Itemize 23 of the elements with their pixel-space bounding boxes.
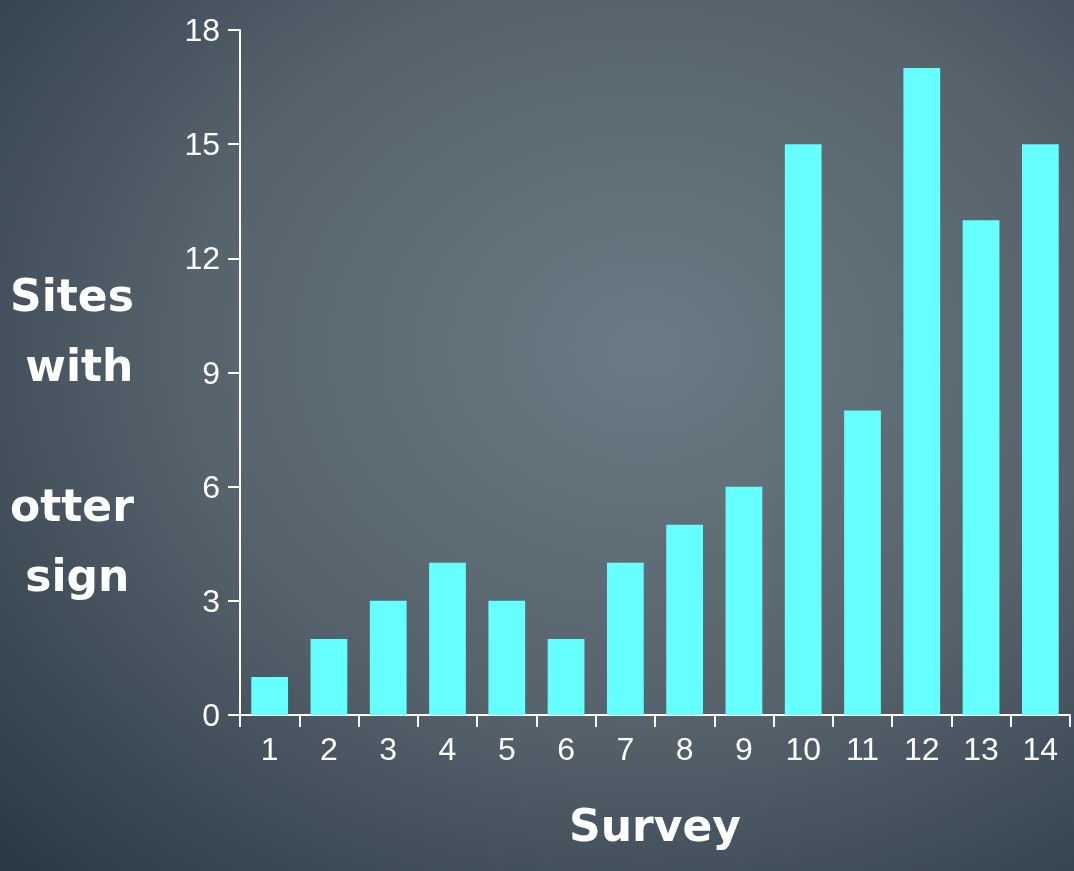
x-tick-label: 7 xyxy=(616,731,635,767)
x-axis-title: Survey xyxy=(569,799,741,851)
y-tick-label: 6 xyxy=(202,468,220,505)
y-tick-label: 18 xyxy=(184,12,220,48)
x-tick-label: 11 xyxy=(845,731,880,767)
y-tick-label: 0 xyxy=(202,697,220,733)
x-tick-label: 13 xyxy=(963,731,999,767)
x-tick-label: 6 xyxy=(557,731,575,767)
x-tick-label: 14 xyxy=(1022,731,1059,767)
x-tick-label: 8 xyxy=(675,731,694,767)
x-tick-label: 5 xyxy=(497,731,516,767)
y-tick-label: 12 xyxy=(184,240,220,277)
text: Sites with otter sign xyxy=(10,270,134,601)
x-tick-label: 9 xyxy=(735,731,753,767)
y-tick-label: 9 xyxy=(202,354,220,391)
x-tick-label: 2 xyxy=(320,731,338,767)
y-tick-label: 3 xyxy=(202,582,220,619)
x-tick-label: 3 xyxy=(379,731,398,767)
x-tick-label: 1 xyxy=(260,731,279,767)
x-tick-label: 10 xyxy=(785,731,822,767)
x-tick-label: 4 xyxy=(438,731,457,767)
x-tick-label: 12 xyxy=(903,731,940,767)
y-tick-label: 15 xyxy=(184,126,220,163)
